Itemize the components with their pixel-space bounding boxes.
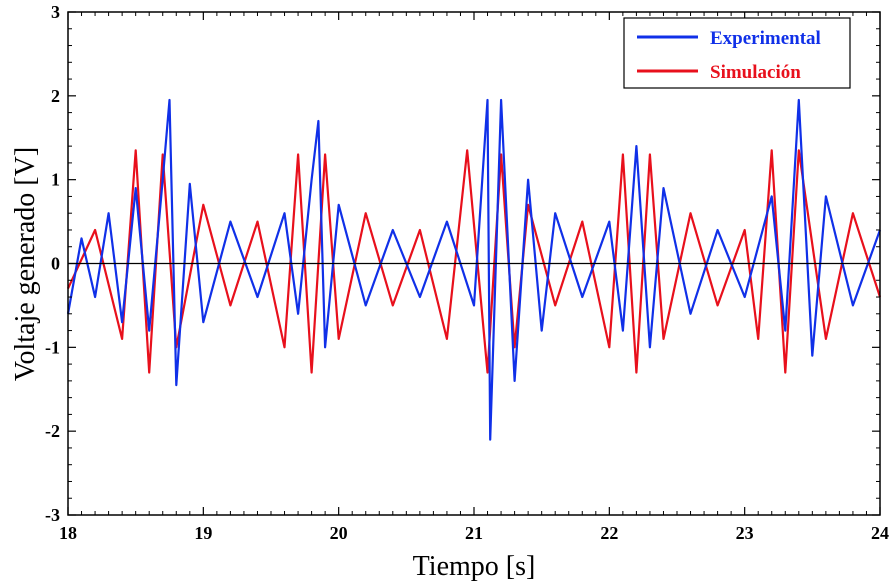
y-tick-label: 1 bbox=[51, 170, 60, 190]
x-tick-label: 20 bbox=[330, 523, 348, 543]
x-tick-label: 21 bbox=[465, 523, 483, 543]
y-tick-label: -2 bbox=[45, 421, 60, 441]
series-line-1 bbox=[67, 149, 882, 374]
legend-label-simulacion: Simulación bbox=[710, 62, 801, 83]
legend-label-experimental: Experimental bbox=[710, 28, 821, 49]
y-tick-label: 3 bbox=[51, 2, 60, 22]
x-tick-label: 18 bbox=[59, 523, 77, 543]
y-tick-label: -3 bbox=[45, 505, 60, 525]
legend-box bbox=[623, 17, 851, 89]
x-tick-label: 23 bbox=[736, 523, 754, 543]
y-tick-label: -1 bbox=[45, 337, 60, 357]
x-tick-label: 19 bbox=[194, 523, 212, 543]
x-tick-label: 24 bbox=[871, 523, 889, 543]
legend: Experimental Simulación bbox=[623, 17, 851, 89]
y-tick-label: 2 bbox=[51, 86, 60, 106]
x-axis-title: Tiempo [s] bbox=[413, 551, 536, 582]
y-tick-labels: -3 -2 -1 0 1 2 3 bbox=[45, 2, 60, 525]
x-tick-label: 22 bbox=[600, 523, 618, 543]
y-axis-title: Voltaje generado [V] bbox=[10, 147, 41, 381]
ticks-layer bbox=[67, 11, 881, 516]
x-tick-labels: 18 19 20 21 22 23 24 bbox=[59, 523, 889, 543]
y-tick-label: 0 bbox=[51, 254, 60, 274]
